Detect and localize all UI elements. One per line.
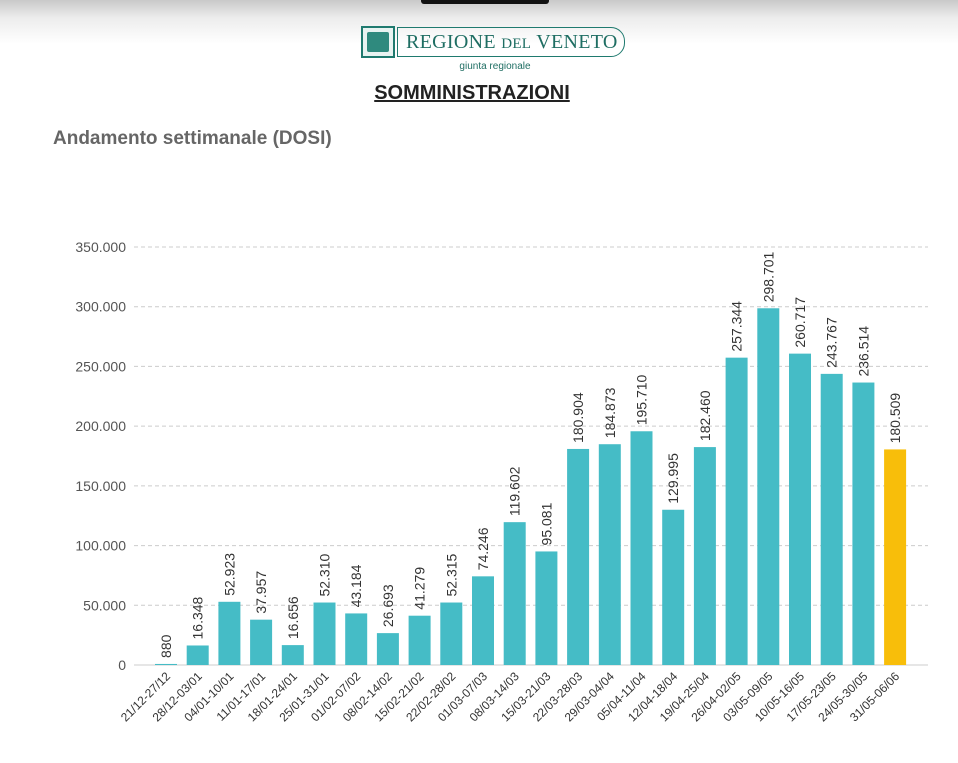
data-label: 41.279	[412, 567, 428, 610]
bar	[662, 509, 685, 665]
data-label: 260.717	[792, 297, 808, 348]
bar	[693, 447, 716, 665]
bar	[313, 602, 336, 665]
chart-title: Andamento settimanale (DOSI)	[53, 128, 332, 149]
data-label: 180.904	[570, 392, 586, 443]
data-label: 243.767	[824, 317, 840, 368]
data-label: 43.184	[348, 564, 364, 607]
data-label: 16.656	[285, 596, 301, 639]
data-label: 180.509	[887, 393, 903, 444]
bar	[218, 601, 241, 665]
data-label: 52.315	[443, 553, 459, 596]
bar	[757, 308, 780, 665]
top-tab-handle	[421, 0, 549, 4]
bar	[535, 551, 558, 665]
bar	[186, 645, 209, 665]
y-tick-label: 300.000	[75, 299, 126, 315]
bar	[376, 633, 399, 665]
bar	[820, 373, 843, 665]
bar	[503, 522, 526, 665]
data-label: 37.957	[253, 571, 269, 614]
top-shade	[0, 0, 958, 44]
data-label: 52.923	[221, 553, 237, 596]
bar	[852, 382, 875, 665]
data-label: 880	[158, 634, 174, 658]
bar	[567, 448, 590, 665]
bar	[155, 663, 177, 665]
data-label: 236.514	[855, 326, 871, 377]
bar	[598, 444, 621, 665]
y-tick-label: 150.000	[75, 478, 126, 494]
data-label: 195.710	[634, 374, 650, 425]
bar	[630, 431, 653, 665]
y-tick-label: 200.000	[75, 418, 126, 434]
giunta-label: giunta regionale	[459, 61, 531, 72]
data-label: 184.873	[602, 387, 618, 438]
data-label: 52.310	[317, 553, 333, 596]
region-seal-icon	[361, 26, 395, 58]
y-tick-label: 50.000	[83, 597, 126, 613]
data-label: 119.602	[507, 466, 523, 516]
bar	[789, 353, 811, 665]
bar	[440, 602, 463, 665]
logo-frame	[397, 27, 625, 57]
bar	[725, 357, 748, 665]
data-label: 298.701	[760, 251, 776, 302]
bar	[281, 645, 304, 665]
data-label: 129.995	[665, 453, 681, 504]
data-label: 16.348	[190, 596, 206, 639]
data-label: 26.693	[380, 584, 396, 627]
bar	[408, 615, 431, 665]
logo-del: DEL	[501, 36, 532, 52]
data-label: 95.081	[538, 502, 554, 545]
y-tick-label: 350.000	[75, 239, 126, 255]
logo-veneto: VENETO	[536, 31, 618, 53]
data-label: 74.246	[475, 527, 491, 570]
y-tick-label: 100.000	[75, 538, 126, 554]
bar	[345, 613, 368, 665]
y-tick-label: 250.000	[75, 358, 126, 374]
region-logo: REGIONE DEL VENETO	[406, 29, 620, 55]
y-tick-label: 0	[118, 657, 126, 673]
data-label: 182.460	[697, 390, 713, 441]
bar	[250, 619, 273, 665]
logo-regione: REGIONE	[406, 31, 496, 53]
bar	[884, 449, 907, 665]
data-label: 257.344	[729, 301, 745, 352]
bar	[472, 576, 494, 665]
header: REGIONE DEL VENETO giunta regionale SOMM…	[0, 26, 958, 108]
page-title: SOMMINISTRAZIONI	[374, 82, 570, 104]
